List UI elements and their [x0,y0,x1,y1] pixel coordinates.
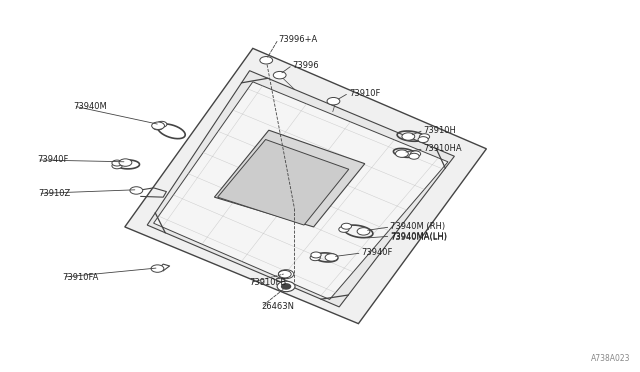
Text: 73996+A: 73996+A [278,35,317,44]
Circle shape [330,99,337,103]
Circle shape [154,267,161,270]
Text: 73910H: 73910H [424,126,456,135]
Polygon shape [214,130,365,227]
Text: A738A023: A738A023 [591,354,630,363]
Polygon shape [147,71,454,307]
Polygon shape [125,48,486,324]
Circle shape [133,189,140,192]
Circle shape [282,272,288,276]
Circle shape [410,151,420,157]
Polygon shape [154,82,448,299]
Text: 73996: 73996 [292,61,319,70]
Circle shape [130,187,143,194]
Text: 73940F: 73940F [362,248,393,257]
Text: 73940MA(LH): 73940MA(LH) [390,233,447,242]
Polygon shape [218,140,349,225]
Circle shape [283,272,289,276]
Text: 73910FB: 73910FB [250,278,287,287]
Circle shape [409,153,419,159]
Circle shape [260,57,273,64]
Circle shape [112,160,122,166]
Circle shape [278,270,294,279]
Circle shape [357,228,370,235]
Circle shape [341,223,351,229]
Circle shape [339,227,349,232]
Circle shape [327,97,340,105]
Circle shape [122,161,129,164]
Circle shape [278,270,291,278]
Text: 73940MA(LH): 73940MA(LH) [390,232,447,241]
Text: 26463N: 26463N [261,302,294,311]
Text: 73910F: 73910F [349,89,380,97]
Circle shape [119,159,132,166]
Circle shape [399,152,405,155]
Circle shape [402,133,415,140]
Circle shape [151,265,164,272]
Circle shape [112,163,122,169]
Circle shape [153,124,163,130]
Text: 73910Z: 73910Z [38,189,70,198]
Circle shape [282,284,291,289]
Circle shape [396,150,408,157]
Circle shape [273,71,286,79]
Circle shape [325,254,338,261]
Circle shape [405,135,412,138]
Circle shape [155,124,161,128]
Circle shape [276,73,283,77]
Circle shape [418,137,428,142]
Text: 73910FA: 73910FA [63,273,99,282]
Text: 73910HA: 73910HA [424,144,462,153]
Circle shape [311,252,321,258]
Text: 73940F: 73940F [37,155,68,164]
Circle shape [328,256,335,259]
Circle shape [277,281,295,292]
Circle shape [360,230,367,233]
Text: 73940M (RH): 73940M (RH) [390,222,445,231]
Circle shape [157,121,167,127]
Circle shape [263,58,269,62]
Text: 73940M: 73940M [74,102,108,110]
Circle shape [310,255,320,261]
Circle shape [152,122,164,129]
Circle shape [419,134,429,140]
